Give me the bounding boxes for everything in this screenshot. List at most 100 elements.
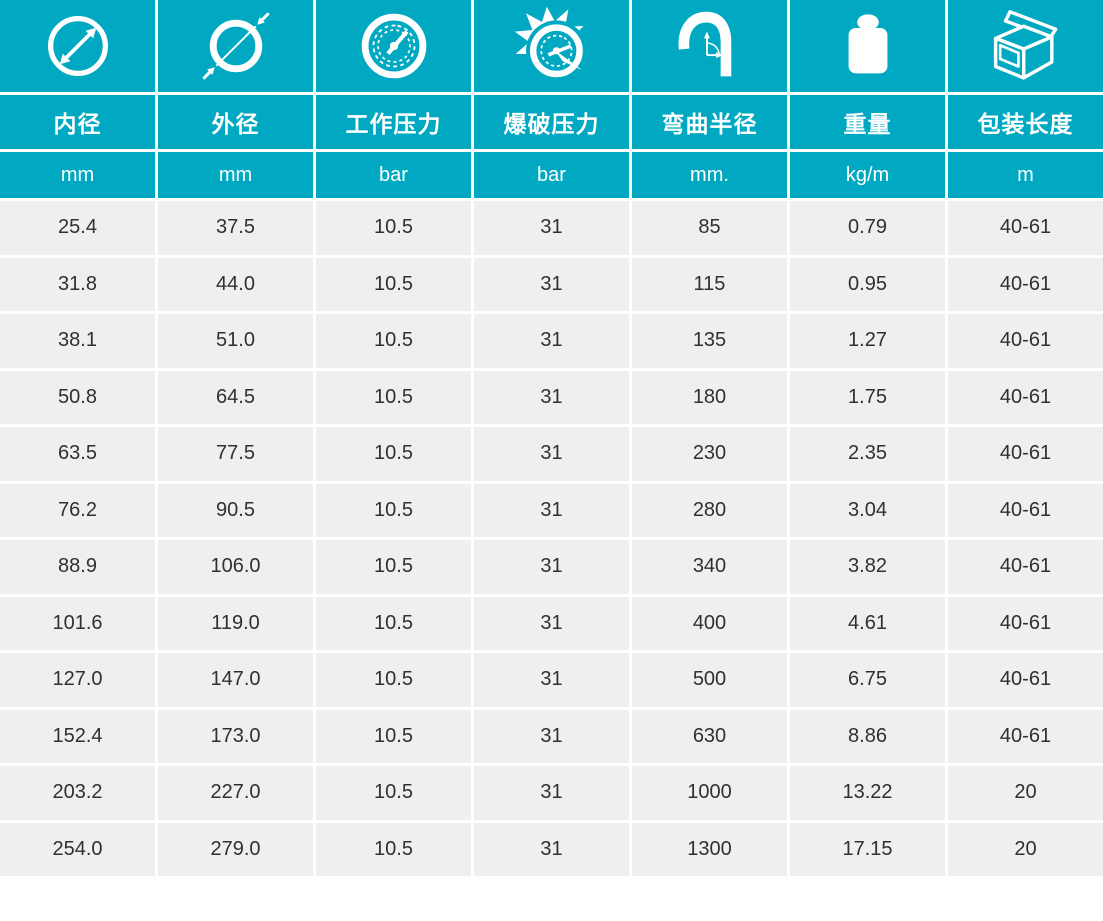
spec-cell-r1-c6: 0.79	[790, 201, 945, 255]
spec-cell-r7-c3: 10.5	[316, 540, 471, 594]
weight-icon	[848, 14, 887, 74]
spec-cell-r7-c6: 3.82	[790, 540, 945, 594]
spec-cell-r6-c7: 40-61	[948, 483, 1103, 537]
spec-cell-r11-c4: 31	[474, 766, 629, 820]
spec-cell-r5-c1: 63.5	[0, 427, 155, 481]
spec-cell-r8-c1: 101.6	[0, 596, 155, 650]
spec-cell-r2-c2: 44.0	[158, 257, 313, 311]
spec-cell-r8-c6: 4.61	[790, 596, 945, 650]
spec-cell-r10-c4: 31	[474, 709, 629, 763]
spec-cell-r2-c1: 31.8	[0, 257, 155, 311]
spec-cell-r8-c4: 31	[474, 596, 629, 650]
spec-cell-r7-c5: 340	[632, 540, 787, 594]
bend-radius-icon	[678, 11, 731, 77]
spec-cell-r3-c2: 51.0	[158, 314, 313, 368]
icon-cell-weight	[790, 0, 945, 92]
icon-cell-bend-radius	[632, 0, 787, 92]
spec-cell-r9-c3: 10.5	[316, 653, 471, 707]
spec-cell-r2-c6: 0.95	[790, 257, 945, 311]
spec-cell-r10-c6: 8.86	[790, 709, 945, 763]
column-unit-inner-diameter: mm	[0, 152, 155, 198]
spec-cell-r6-c3: 10.5	[316, 483, 471, 537]
column-label-outer-diameter: 外径	[158, 95, 313, 149]
spec-cell-r7-c4: 31	[474, 540, 629, 594]
spec-cell-r3-c3: 10.5	[316, 314, 471, 368]
column-unit-weight: kg/m	[790, 152, 945, 198]
spec-cell-r7-c1: 88.9	[0, 540, 155, 594]
column-unit-bend-radius: mm.	[632, 152, 787, 198]
spec-cell-r4-c7: 40-61	[948, 370, 1103, 424]
burst-pressure-icon	[514, 6, 587, 82]
spec-cell-r1-c1: 25.4	[0, 201, 155, 255]
spec-cell-r2-c7: 40-61	[948, 257, 1103, 311]
spec-cell-r6-c5: 280	[632, 483, 787, 537]
spec-cell-r4-c2: 64.5	[158, 370, 313, 424]
spec-cell-r9-c5: 500	[632, 653, 787, 707]
spec-cell-r11-c5: 1000	[632, 766, 787, 820]
spec-cell-r1-c2: 37.5	[158, 201, 313, 255]
column-unit-packing-length: m	[948, 152, 1103, 198]
spec-cell-r11-c6: 13.22	[790, 766, 945, 820]
spec-cell-r2-c3: 10.5	[316, 257, 471, 311]
icon-cell-inner-diameter	[0, 0, 155, 92]
spec-cell-r10-c2: 173.0	[158, 709, 313, 763]
spec-cell-r9-c7: 40-61	[948, 653, 1103, 707]
spec-cell-r7-c2: 106.0	[158, 540, 313, 594]
spec-cell-r10-c7: 40-61	[948, 709, 1103, 763]
spec-cell-r3-c6: 1.27	[790, 314, 945, 368]
spec-cell-r12-c6: 17.15	[790, 822, 945, 876]
column-label-burst-pressure: 爆破压力	[474, 95, 629, 149]
spec-cell-r10-c5: 630	[632, 709, 787, 763]
column-unit-burst-pressure: bar	[474, 152, 629, 198]
spec-cell-r1-c5: 85	[632, 201, 787, 255]
column-unit-working-pressure: bar	[316, 152, 471, 198]
column-label-bend-radius: 弯曲半径	[632, 95, 787, 149]
spec-cell-r5-c3: 10.5	[316, 427, 471, 481]
spec-table: 内径 外径 工作压力 爆破压力 弯曲半径 重量 包装长度 mm mm bar b…	[0, 0, 1103, 876]
column-label-packing-length: 包装长度	[948, 95, 1103, 149]
column-label-working-pressure: 工作压力	[316, 95, 471, 149]
spec-cell-r4-c3: 10.5	[316, 370, 471, 424]
spec-cell-r1-c7: 40-61	[948, 201, 1103, 255]
spec-cell-r5-c6: 2.35	[790, 427, 945, 481]
pressure-gauge-icon	[361, 13, 426, 79]
column-label-weight: 重量	[790, 95, 945, 149]
spec-cell-r5-c5: 230	[632, 427, 787, 481]
column-unit-outer-diameter: mm	[158, 152, 313, 198]
spec-cell-r11-c3: 10.5	[316, 766, 471, 820]
spec-cell-r6-c6: 3.04	[790, 483, 945, 537]
spec-cell-r5-c4: 31	[474, 427, 629, 481]
spec-cell-r10-c3: 10.5	[316, 709, 471, 763]
icon-cell-working-pressure	[316, 0, 471, 92]
spec-cell-r6-c1: 76.2	[0, 483, 155, 537]
spec-cell-r1-c3: 10.5	[316, 201, 471, 255]
spec-cell-r12-c7: 20	[948, 822, 1103, 876]
spec-cell-r9-c6: 6.75	[790, 653, 945, 707]
spec-cell-r3-c4: 31	[474, 314, 629, 368]
spec-cell-r11-c7: 20	[948, 766, 1103, 820]
spec-cell-r11-c2: 227.0	[158, 766, 313, 820]
spec-cell-r4-c1: 50.8	[0, 370, 155, 424]
icon-cell-burst-pressure	[474, 0, 629, 92]
spec-cell-r6-c2: 90.5	[158, 483, 313, 537]
spec-cell-r12-c3: 10.5	[316, 822, 471, 876]
spec-cell-r9-c1: 127.0	[0, 653, 155, 707]
spec-cell-r4-c6: 1.75	[790, 370, 945, 424]
spec-cell-r4-c5: 180	[632, 370, 787, 424]
inner-diameter-icon	[47, 15, 108, 77]
package-box-icon	[993, 10, 1057, 80]
spec-cell-r3-c5: 135	[632, 314, 787, 368]
spec-cell-r9-c2: 147.0	[158, 653, 313, 707]
spec-cell-r8-c3: 10.5	[316, 596, 471, 650]
spec-cell-r6-c4: 31	[474, 483, 629, 537]
spec-cell-r1-c4: 31	[474, 201, 629, 255]
spec-cell-r12-c1: 254.0	[0, 822, 155, 876]
spec-cell-r3-c1: 38.1	[0, 314, 155, 368]
icon-cell-outer-diameter	[158, 0, 313, 92]
spec-cell-r3-c7: 40-61	[948, 314, 1103, 368]
spec-cell-r7-c7: 40-61	[948, 540, 1103, 594]
outer-diameter-icon	[201, 12, 270, 80]
spec-cell-r12-c5: 1300	[632, 822, 787, 876]
column-label-inner-diameter: 内径	[0, 95, 155, 149]
